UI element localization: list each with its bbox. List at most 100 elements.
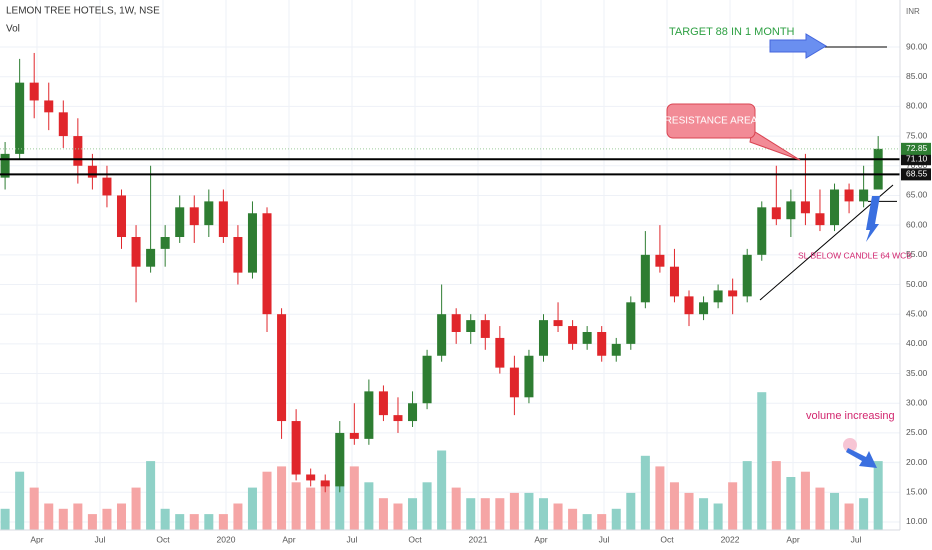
candle-body <box>626 302 636 344</box>
level-tag <box>901 153 931 166</box>
candle-body <box>480 320 490 338</box>
volume-bar <box>44 503 54 530</box>
x-tick-label: Jul <box>599 534 610 544</box>
y-tick-label: 25.00 <box>906 427 928 437</box>
volume-bar <box>786 477 796 530</box>
volume-bar <box>480 498 490 530</box>
volume-bar <box>568 508 578 530</box>
volume-bar <box>160 508 170 530</box>
volume-bar <box>422 482 432 530</box>
candle-body <box>306 474 316 481</box>
target-note: TARGET 88 IN 1 MONTH <box>669 26 795 38</box>
volume-bar <box>509 492 519 530</box>
volume-bar <box>116 503 127 530</box>
y-tick-label: 30.00 <box>906 397 928 407</box>
volume-bar <box>538 498 549 530</box>
volume-bar <box>626 492 636 530</box>
volume-bar <box>655 466 665 530</box>
volume-bar <box>699 498 709 530</box>
resistance-note: RESISTANCE AREA <box>665 116 758 127</box>
candle-body <box>640 254 650 303</box>
stop-arrow <box>866 196 880 242</box>
volume-bar <box>29 487 39 530</box>
candle-body <box>873 148 883 190</box>
y-tick-label: 55.00 <box>906 249 928 259</box>
volume-bar <box>0 508 10 530</box>
candle-body <box>422 355 432 404</box>
volume-bar <box>131 487 141 530</box>
volume-label: Vol <box>6 24 20 35</box>
candle-body <box>757 207 767 255</box>
last-price-tag <box>901 142 931 155</box>
candle-body <box>597 331 607 356</box>
candle-body <box>204 201 214 226</box>
volume-bar <box>437 450 447 530</box>
x-tick-label: Jul <box>95 534 106 544</box>
y-tick-label: 90.00 <box>906 41 928 51</box>
candle-body <box>15 82 25 154</box>
candle-body <box>451 314 461 332</box>
candle-body <box>335 432 345 487</box>
candle-body <box>393 415 403 422</box>
volume-bar <box>73 503 83 530</box>
target-arrow <box>769 33 827 59</box>
candle-body <box>29 82 39 101</box>
candle-body <box>291 421 301 475</box>
volume-bar <box>262 471 272 530</box>
candle-body <box>713 290 723 303</box>
resistance-box <box>666 103 756 139</box>
volume-bar <box>611 508 621 530</box>
level-tag <box>901 168 931 181</box>
volume-bar <box>233 503 243 530</box>
volume-bar <box>844 503 854 530</box>
candle-body <box>699 302 709 315</box>
volume-arrow <box>846 448 877 468</box>
volume-bar <box>524 492 534 530</box>
volume-bar <box>451 487 461 530</box>
volume-bar <box>247 487 257 530</box>
level-tag-label: 68.55 <box>906 169 928 179</box>
volume-dot <box>843 438 857 452</box>
candle-body <box>437 314 447 356</box>
candle-body <box>131 237 141 267</box>
volume-bar <box>728 482 738 530</box>
x-tick-label: Oct <box>408 534 422 544</box>
candle-body <box>844 189 854 202</box>
candle-body <box>800 201 810 214</box>
candle-body <box>73 136 83 166</box>
volume-bar <box>771 461 781 530</box>
stop-note: SL BELOW CANDLE 64 WCB <box>798 250 912 260</box>
volume-bar <box>830 492 840 530</box>
candle-body <box>58 112 68 137</box>
volume-bar <box>102 508 112 530</box>
volume-bar <box>58 508 68 530</box>
candle-body <box>553 320 563 327</box>
last-price-label: 72.85 <box>906 143 928 153</box>
volume-bar <box>189 514 199 530</box>
volume-bar <box>815 487 825 530</box>
candle-body <box>320 480 330 487</box>
volume-bar <box>466 498 476 530</box>
y-tick-label: 50.00 <box>906 279 928 289</box>
candle-body <box>408 403 418 422</box>
volume-bar <box>713 503 723 530</box>
volume-bar <box>800 471 810 530</box>
volume-bar <box>553 503 563 530</box>
candle-body <box>611 343 621 356</box>
y-tick-label: 65.00 <box>906 190 928 200</box>
candle-body <box>0 153 10 178</box>
volume-bar <box>393 503 403 530</box>
x-tick-label: Oct <box>156 534 170 544</box>
x-tick-label: 2022 <box>721 534 740 544</box>
chart-title: LEMON TREE HOTELS, 1W, NSE <box>6 6 160 17</box>
volume-bar <box>597 514 607 530</box>
candle-body <box>116 195 127 238</box>
resistance-pointer <box>749 129 801 161</box>
volume-layer <box>0 392 883 530</box>
y-tick-label: 35.00 <box>906 368 928 378</box>
volume-bar <box>582 514 592 530</box>
candle-body <box>175 207 185 238</box>
y-tick-label: 80.00 <box>906 101 928 111</box>
candle-body <box>218 201 228 238</box>
volume-bar <box>146 461 156 530</box>
